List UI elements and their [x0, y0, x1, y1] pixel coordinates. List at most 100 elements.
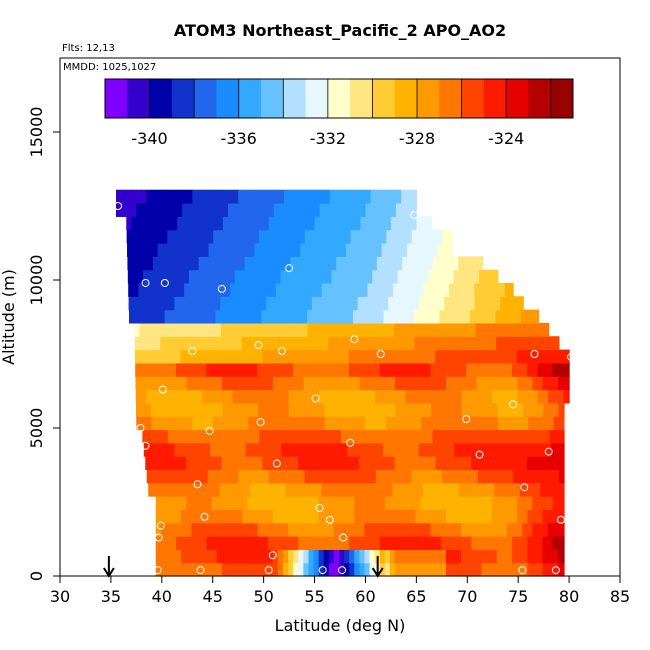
heatmap-cell [265, 482, 271, 497]
heatmap-cell [341, 256, 347, 271]
heatmap-cell [223, 429, 230, 444]
heatmap-cell [325, 243, 332, 257]
heatmap-cell [193, 429, 199, 444]
heatmap-cell [389, 336, 395, 351]
heatmap-cell [328, 336, 334, 351]
heatmap-cell [178, 482, 185, 497]
heatmap-cell [340, 216, 346, 231]
heatmap-cell [383, 309, 390, 324]
heatmap-cell [374, 536, 381, 550]
heatmap-cell [398, 296, 405, 311]
heatmap-cell [238, 203, 244, 217]
heatmap-cell [330, 469, 336, 484]
heatmap-cell [160, 509, 167, 524]
heatmap-cell [300, 269, 307, 284]
heatmap-cell [527, 456, 533, 471]
heatmap-cell [506, 456, 513, 471]
heatmap-cell [323, 522, 330, 537]
heatmap-cell [197, 189, 204, 204]
heatmap-cell [344, 549, 350, 564]
heatmap-cell [494, 269, 499, 284]
heatmap-cell [242, 402, 249, 417]
heatmap-cell [294, 189, 300, 204]
heatmap-cell [406, 203, 412, 217]
heatmap-cell [374, 456, 381, 471]
heatmap-cell [259, 429, 266, 444]
heatmap-cell [349, 522, 355, 537]
heatmap-cell [481, 496, 488, 510]
heatmap-cell [255, 482, 261, 497]
heatmap-cell [308, 536, 315, 550]
heatmap-cell [497, 402, 504, 417]
heatmap-cell [224, 256, 230, 271]
heatmap-cell [372, 282, 379, 297]
heatmap-cell [491, 349, 498, 364]
heatmap-cell [466, 549, 472, 564]
heatmap-cell [438, 482, 445, 497]
heatmap-cell [477, 402, 483, 417]
heatmap-cell [314, 416, 321, 431]
heatmap-cell [272, 549, 279, 564]
observation-marker [318, 566, 327, 575]
heatmap-cell [196, 362, 202, 377]
heatmap-cell [136, 203, 143, 217]
heatmap-cell [364, 362, 370, 377]
heatmap-cell [499, 282, 506, 297]
heatmap-cell [241, 349, 248, 364]
heatmap-cell [170, 362, 177, 377]
heatmap-cell [376, 256, 383, 271]
heatmap-cell [157, 243, 164, 257]
heatmap-cell [183, 243, 189, 257]
heatmap-cell [368, 309, 374, 324]
heatmap-cell [257, 562, 264, 577]
heatmap-cell [410, 456, 416, 471]
heatmap-cell [557, 349, 564, 364]
heatmap-cell [468, 482, 475, 497]
heatmap-cell [318, 362, 325, 377]
heatmap-cell [145, 349, 151, 364]
heatmap-cell [221, 549, 228, 564]
heatmap-cell [503, 429, 510, 444]
heatmap-cell [177, 229, 184, 244]
heatmap-cell [459, 442, 466, 457]
heatmap-cell [274, 229, 280, 244]
heatmap-cell [460, 349, 467, 364]
heatmap-cell [298, 536, 304, 550]
heatmap-cell [295, 429, 301, 444]
heatmap-cell [187, 203, 193, 217]
heatmap-cell [202, 203, 209, 217]
heatmap-cell [515, 442, 522, 457]
heatmap-cell [318, 456, 325, 471]
heatmap-cell [402, 256, 409, 271]
heatmap-cell [396, 216, 402, 231]
heatmap-cell [293, 362, 299, 377]
heatmap-cell [242, 522, 248, 537]
heatmap-cell [326, 282, 333, 297]
heatmap-cell [193, 256, 200, 271]
heatmap-cell [530, 482, 536, 497]
heatmap-cell [309, 416, 316, 431]
heatmap-cell [495, 296, 501, 311]
heatmap-cell [409, 322, 416, 337]
heatmap-cell [526, 336, 533, 351]
heatmap-cell [447, 469, 453, 484]
heatmap-cell [136, 189, 143, 204]
heatmap-cell [379, 362, 386, 377]
heatmap-cell [332, 322, 339, 337]
heatmap-cell [237, 562, 243, 577]
heatmap-cell [328, 376, 335, 391]
heatmap-cell [257, 376, 264, 391]
heatmap-cell [385, 402, 392, 417]
heatmap-cell [211, 362, 218, 377]
heatmap-cell [213, 229, 219, 244]
heatmap-cell [506, 562, 513, 577]
heatmap-cell [344, 536, 350, 550]
heatmap-cell [252, 496, 259, 510]
heatmap-cell [393, 309, 400, 324]
observation-marker [567, 352, 576, 361]
heatmap-cell [432, 243, 439, 257]
heatmap-cell [453, 269, 460, 284]
heatmap-cell [536, 336, 543, 351]
heatmap-cell [361, 243, 367, 257]
heatmap-cell [466, 509, 472, 524]
